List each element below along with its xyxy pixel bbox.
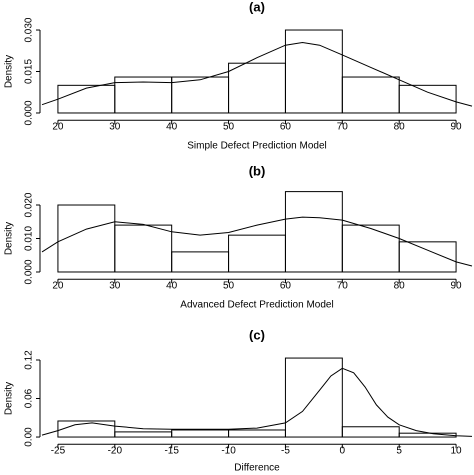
- x-tick-label: 20: [52, 122, 64, 133]
- histogram-bar: [57, 84, 116, 114]
- x-tick-label: -5: [281, 446, 290, 457]
- histogram-bar: [341, 426, 400, 438]
- x-axis-label: Difference: [234, 463, 280, 474]
- histogram-bar: [228, 429, 286, 438]
- x-tick-label: -15: [164, 446, 179, 457]
- histogram-bar: [171, 251, 230, 273]
- y-tick-label: 0.06: [24, 388, 35, 408]
- y-tick-label: 0.020: [24, 192, 35, 217]
- y-tick-label: 0.000: [24, 100, 35, 125]
- y-tick-label: 0.00: [24, 427, 35, 447]
- x-axis-label: Advanced Defect Prediction Model: [180, 300, 333, 311]
- x-tick-label: 40: [166, 122, 178, 133]
- histogram-bar: [114, 224, 173, 273]
- histogram-bar: [341, 76, 400, 114]
- x-tick-label: 80: [394, 122, 406, 133]
- histogram-bar: [114, 431, 173, 438]
- x-tick-label: 40: [166, 281, 178, 292]
- y-tick-label: 0.030: [24, 17, 35, 42]
- panel-title: (a): [249, 0, 265, 14]
- y-tick-label: 0.015: [24, 59, 35, 84]
- x-tick-label: -10: [221, 446, 236, 457]
- x-tick-label: 5: [396, 446, 402, 457]
- x-tick-label: 30: [109, 281, 121, 292]
- x-tick-label: -20: [108, 446, 123, 457]
- x-tick-label: 60: [280, 122, 292, 133]
- x-tick-label: 50: [223, 281, 235, 292]
- x-tick-label: 10: [451, 446, 463, 457]
- x-axis-label: Simple Defect Prediction Model: [187, 141, 327, 152]
- x-tick-label: 50: [223, 122, 235, 133]
- histogram-bar: [341, 224, 400, 273]
- x-tick-label: 70: [337, 281, 349, 292]
- histogram-bar: [398, 84, 457, 114]
- histogram-bar: [284, 357, 343, 438]
- histogram-bar: [171, 76, 230, 114]
- y-tick-label: 0.000: [24, 259, 35, 284]
- histogram-bar: [57, 420, 116, 438]
- histogram-bar: [284, 191, 343, 273]
- density-curve: [41, 367, 473, 437]
- histogram-bar: [228, 234, 286, 273]
- histogram-bar: [284, 29, 343, 114]
- x-tick-label: 90: [451, 281, 463, 292]
- histogram-bar: [228, 62, 286, 114]
- y-tick-label: 0.12: [24, 350, 35, 370]
- x-tick-label: 90: [451, 122, 463, 133]
- y-axis-label: Density: [4, 222, 15, 255]
- histogram-bar: [398, 241, 457, 273]
- density-curve: [41, 216, 473, 267]
- x-tick-label: 30: [109, 122, 121, 133]
- panel-title: (c): [249, 327, 265, 342]
- y-axis-label: Density: [4, 55, 15, 88]
- histogram-bar: [171, 429, 230, 438]
- x-tick-label: -25: [51, 446, 66, 457]
- x-tick-label: 80: [394, 281, 406, 292]
- y-tick-label: 0.010: [24, 226, 35, 251]
- density-curve: [41, 41, 473, 107]
- y-axis-label: Density: [4, 382, 15, 415]
- x-tick-label: 60: [280, 281, 292, 292]
- x-tick-label: 70: [337, 122, 349, 133]
- panel-title: (b): [249, 163, 266, 178]
- x-tick-label: 0: [340, 446, 346, 457]
- x-tick-label: 20: [52, 281, 64, 292]
